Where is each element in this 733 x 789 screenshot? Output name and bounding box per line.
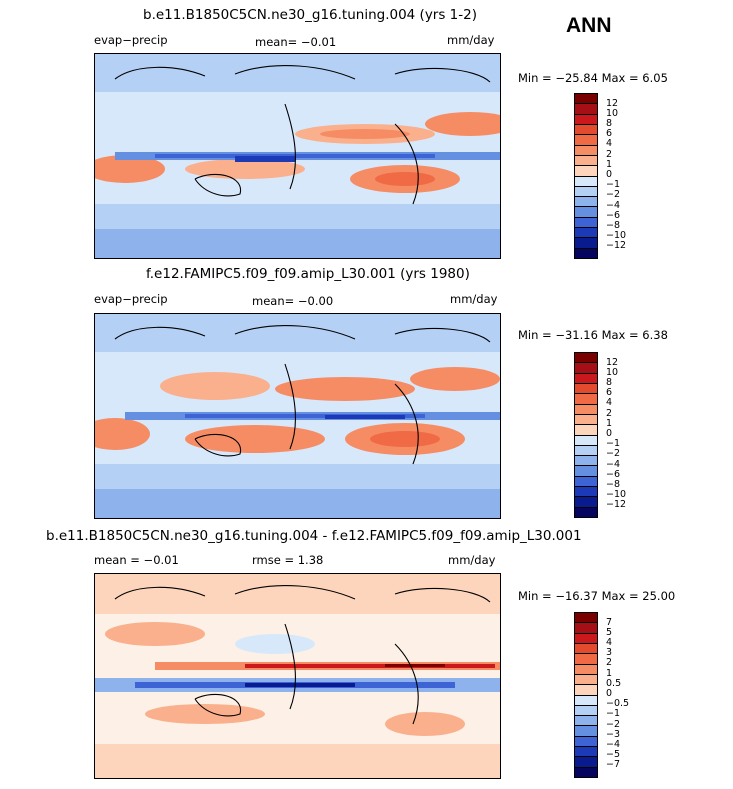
panel-2-cbar-tick: −8 [606, 479, 621, 490]
panel-3-field [95, 574, 500, 778]
panel-3-cbar-tick: −3 [606, 729, 621, 740]
panel-2-cbar-tick: 1 [606, 418, 613, 429]
panel-2-map [94, 313, 501, 519]
panel-1-colorbar [574, 93, 598, 259]
panel-2-colorbar [574, 352, 598, 518]
panel-1-cbar-tick: 4 [606, 138, 613, 149]
panel-3-mean: mean = −0.01 [94, 553, 179, 567]
panel-1-units: mm/day [447, 33, 495, 47]
panel-2-title: f.e12.FAMIPC5.f09_f09.amip_L30.001 (yrs … [146, 266, 470, 282]
panel-2-cbar-tick: −12 [606, 499, 627, 510]
panel-2-cbar-tick: 8 [606, 377, 613, 388]
panel-3-cbar-tick: −1 [606, 708, 621, 719]
panel-3-units: mm/day [448, 553, 496, 567]
panel-1-cbar-tick: 10 [606, 108, 619, 119]
panel-2-cbar-tick: −1 [606, 438, 621, 449]
panel-3-cbar-tick: −5 [606, 749, 621, 760]
panel-3-cbar-tick: −2 [606, 719, 621, 730]
panel-1-cbar-tick: −6 [606, 210, 621, 221]
panel-1-field [95, 54, 500, 258]
panel-2-minmax: Min = −31.16 Max = 6.38 [518, 328, 668, 342]
panel-3-cbar-tick: −7 [606, 759, 621, 770]
panel-1-cbar-tick: 2 [606, 149, 613, 160]
panel-3-title: b.e11.B1850C5CN.ne30_g16.tuning.004 - f.… [46, 528, 582, 544]
panel-2-cbar-tick: 0 [606, 428, 613, 439]
panel-2-cbar-tick: −10 [606, 489, 627, 500]
panel-3-cbar-tick: 3 [606, 647, 613, 658]
panel-2-cbar-tick: −2 [606, 448, 621, 459]
panel-3-minmax: Min = −16.37 Max = 25.00 [518, 589, 676, 603]
panel-1-minmax: Min = −25.84 Max = 6.05 [518, 71, 668, 85]
panel-2-units: mm/day [450, 292, 498, 306]
panel-2-cbar-tick: −6 [606, 469, 621, 480]
panel-1-cbar-tick: −4 [606, 200, 621, 211]
panel-3-cbar-tick: 0.5 [606, 678, 622, 689]
panel-1-cbar-tick: 1 [606, 159, 613, 170]
panel-1-cbar-tick: 12 [606, 98, 619, 109]
panel-3-cbar-tick: 5 [606, 627, 613, 638]
panel-1-title: b.e11.B1850C5CN.ne30_g16.tuning.004 (yrs… [143, 7, 477, 23]
panel-1-cbar-tick: 6 [606, 128, 613, 139]
panel-1-cbar-tick: −10 [606, 230, 627, 241]
panel-3-cbar-tick: 0 [606, 688, 613, 699]
panel-2-cbar-tick: 4 [606, 397, 613, 408]
panel-2-cbar-tick: 2 [606, 408, 613, 419]
panel-3-colorbar [574, 612, 598, 778]
panel-2-cbar-tick: 12 [606, 357, 619, 368]
panel-3-cbar-tick: −0.5 [606, 698, 630, 709]
panel-3-cbar-tick: 7 [606, 617, 613, 628]
panel-3-cbar-tick: 1 [606, 668, 613, 679]
panel-2-field [95, 314, 500, 518]
season-label: ANN [566, 14, 612, 37]
panel-1-cbar-tick: 8 [606, 118, 613, 129]
panel-1-cbar-tick: −8 [606, 220, 621, 231]
panel-1-map [94, 53, 501, 259]
panel-2-cbar-tick: 10 [606, 367, 619, 378]
panel-3-cbar-tick: −4 [606, 739, 621, 750]
panel-1-cbar-tick: −2 [606, 189, 621, 200]
panel-1-cbar-tick: −1 [606, 179, 621, 190]
panel-1-mean: mean= −0.01 [255, 35, 337, 49]
panel-3-cbar-tick: 2 [606, 657, 613, 668]
panel-2-variable-label: evap−precip [94, 292, 168, 306]
panel-2-cbar-tick: −4 [606, 459, 621, 470]
panel-2-cbar-tick: 6 [606, 387, 613, 398]
panel-1-variable-label: evap−precip [94, 33, 168, 47]
panel-3-rmse: rmse = 1.38 [252, 553, 324, 567]
panel-1-cbar-tick: 0 [606, 169, 613, 180]
panel-1-cbar-tick: −12 [606, 240, 627, 251]
panel-3-map [94, 573, 501, 779]
panel-2-mean: mean= −0.00 [252, 294, 334, 308]
panel-3-cbar-tick: 4 [606, 637, 613, 648]
